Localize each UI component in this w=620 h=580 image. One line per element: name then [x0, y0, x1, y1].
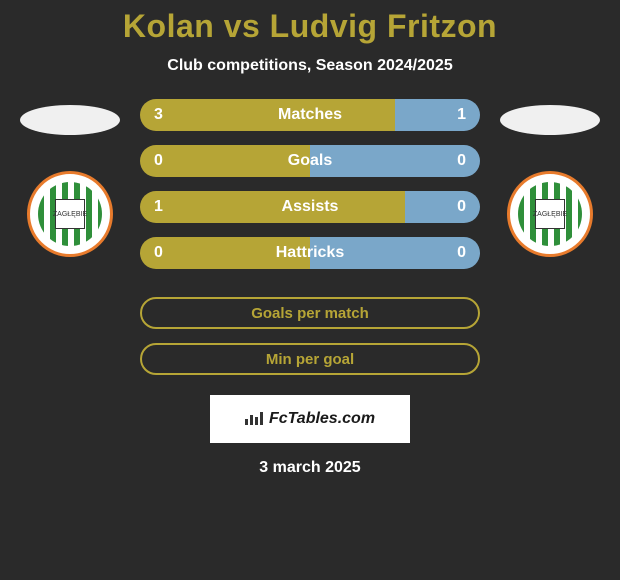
date: 3 march 2025	[259, 459, 360, 477]
player-right-avatar	[500, 105, 600, 135]
stat-bar-left	[140, 191, 405, 223]
stat-label: Matches	[278, 106, 342, 124]
club-badge-stripes: ZAGŁĘBIE	[38, 182, 102, 246]
stat-bar: 0 0 Goals	[140, 145, 480, 177]
club-left-badge: ZAGŁĘBIE	[27, 171, 113, 257]
full-bar-label: Goals per match	[251, 305, 369, 322]
left-column: ZAGŁĘBIE	[10, 99, 130, 257]
club-right-badge: ZAGŁĘBIE	[507, 171, 593, 257]
stat-right-value: 0	[457, 198, 466, 216]
stat-bar-right	[395, 99, 480, 131]
stat-label: Hattricks	[276, 244, 344, 262]
stat-bar: 3 1 Matches	[140, 99, 480, 131]
full-bar: Goals per match	[140, 297, 480, 329]
stat-bar-left	[140, 99, 395, 131]
page-title: Kolan vs Ludvig Fritzon	[123, 8, 497, 45]
comparison-widget: Kolan vs Ludvig Fritzon Club competition…	[0, 0, 620, 580]
stat-right-value: 0	[457, 244, 466, 262]
stat-right-value: 0	[457, 152, 466, 170]
stat-bar-left	[140, 145, 310, 177]
club-badge-stripes: ZAGŁĘBIE	[518, 182, 582, 246]
right-column: ZAGŁĘBIE	[490, 99, 610, 257]
full-bar-label: Min per goal	[266, 351, 354, 368]
chart-icon	[245, 411, 263, 428]
full-bar: Min per goal	[140, 343, 480, 375]
stat-bar: 0 0 Hattricks	[140, 237, 480, 269]
stat-label: Assists	[282, 198, 339, 216]
stat-left-value: 0	[154, 152, 163, 170]
bars-column: 3 1 Matches 0 0 Goals 1 0 Assists 0 0 Hattricks Goa…	[140, 99, 480, 375]
club-right-text: ZAGŁĘBIE	[535, 199, 565, 229]
stat-left-value: 0	[154, 244, 163, 262]
compare-area: ZAGŁĘBIE 3 1 Matches 0 0 Goals 1 0 Assists 0 0 Hatt…	[0, 99, 620, 375]
stat-bar: 1 0 Assists	[140, 191, 480, 223]
stat-bar-right	[310, 145, 480, 177]
club-left-text: ZAGŁĘBIE	[55, 199, 85, 229]
stat-left-value: 1	[154, 198, 163, 216]
watermark[interactable]: FcTables.com	[210, 395, 410, 443]
subtitle: Club competitions, Season 2024/2025	[167, 57, 452, 75]
stat-bar-right	[405, 191, 480, 223]
stat-left-value: 3	[154, 106, 163, 124]
stat-label: Goals	[288, 152, 332, 170]
stat-right-value: 1	[457, 106, 466, 124]
watermark-text: FcTables.com	[269, 410, 375, 428]
player-left-avatar	[20, 105, 120, 135]
